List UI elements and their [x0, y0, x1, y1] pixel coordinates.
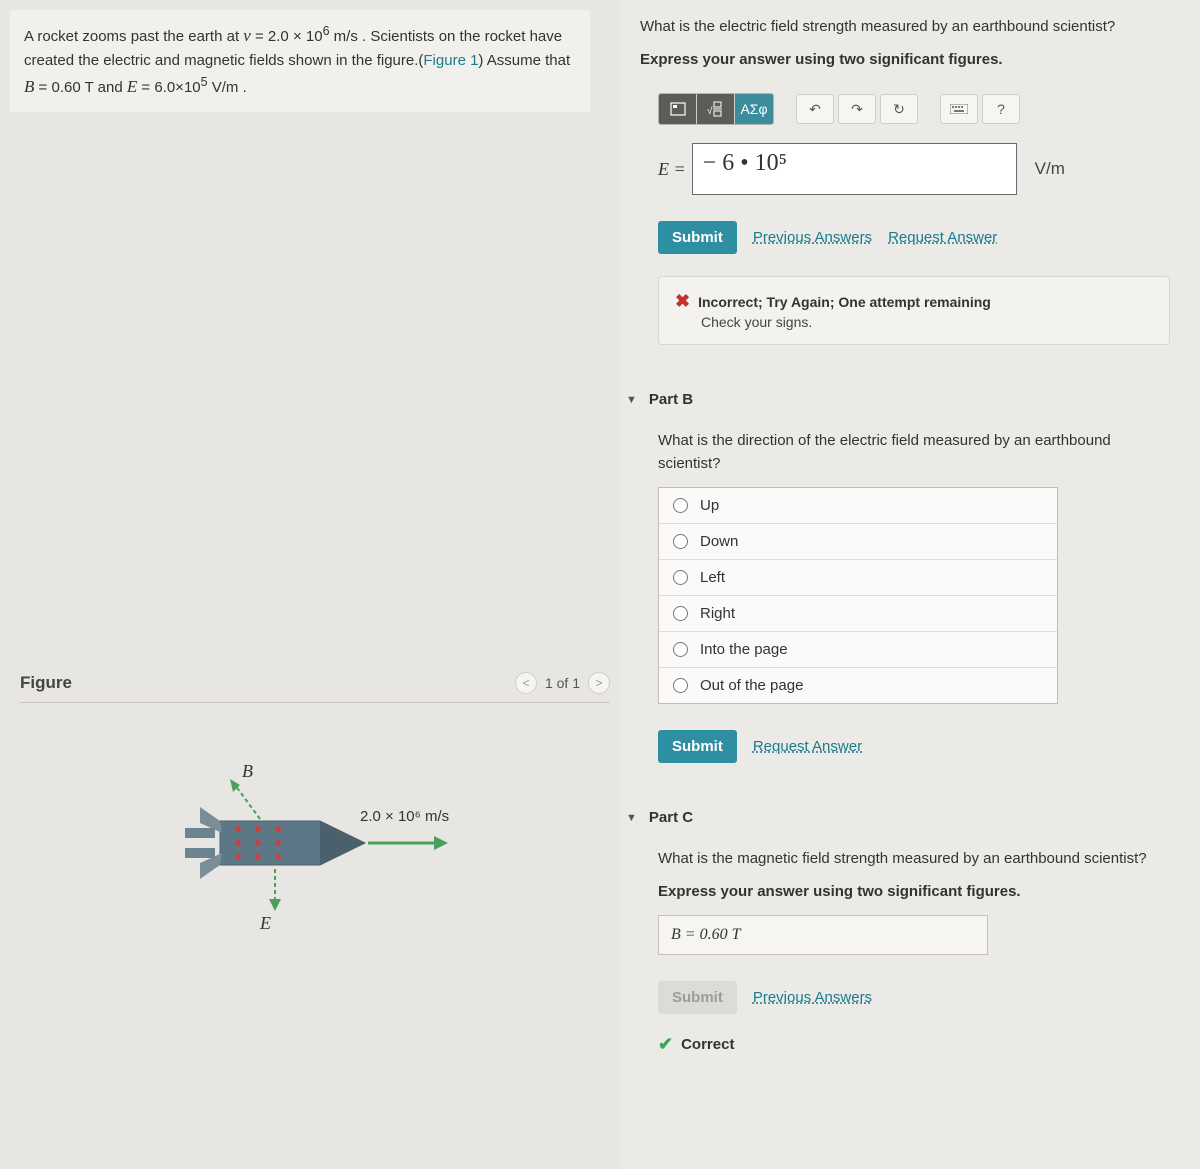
fraction-icon[interactable]: √ [697, 94, 735, 124]
partb-header[interactable]: ▼ Part B [626, 391, 1200, 408]
option-label: Into the page [700, 641, 788, 658]
keyboard-icon[interactable] [940, 94, 978, 124]
problem-statement: A rocket zooms past the earth at v = 2.0… [10, 10, 590, 112]
caret-icon: ▼ [626, 394, 637, 406]
greek-icon[interactable]: ΑΣφ [735, 94, 773, 124]
feedback-box: ✖ Incorrect; Try Again; One attempt remai… [658, 276, 1170, 345]
answer-input[interactable]: − 6 • 10⁵ [692, 143, 1017, 195]
partc-instruction: Express your answer using two significan… [658, 881, 1170, 904]
correct-row: ✔ Correct [658, 1034, 1200, 1055]
figure-title: Figure [20, 673, 72, 693]
option-radio[interactable] [673, 642, 688, 657]
previous-answers-link-a[interactable]: Previous Answers [753, 229, 872, 246]
option-label: Out of the page [700, 677, 803, 694]
figure-image: B E 2.0 × 10⁶ m/s [160, 743, 540, 943]
incorrect-icon: ✖ [675, 291, 690, 311]
option-label: Left [700, 569, 725, 586]
correct-label: Correct [681, 1036, 734, 1053]
check-icon: ✔ [658, 1034, 673, 1055]
reset-icon[interactable]: ↻ [880, 94, 918, 124]
left-column: A rocket zooms past the earth at v = 2.0… [0, 0, 620, 1169]
figure-section: Figure < 1 of 1 > [10, 672, 620, 943]
submit-button-c: Submit [658, 981, 737, 1014]
parta-instruction: Express your answer using two significan… [640, 49, 1170, 72]
partb-question: What is the direction of the electric fi… [658, 430, 1170, 475]
option-radio[interactable] [673, 534, 688, 549]
pager-next[interactable]: > [588, 672, 610, 694]
b-label: B [242, 761, 253, 781]
partc-title: Part C [649, 809, 693, 826]
previous-answers-link-c[interactable]: Previous Answers [753, 989, 872, 1006]
answer-unit: V/m [1035, 159, 1065, 179]
undo-icon[interactable]: ↶ [796, 94, 834, 124]
pager-prev[interactable]: < [515, 672, 537, 694]
partc-answer-text: B = 0.60 T [671, 926, 740, 943]
partb-title: Part B [649, 391, 693, 408]
option-out-of-the-page[interactable]: Out of the page [659, 668, 1057, 703]
feedback-sub: Check your signs. [701, 314, 1153, 330]
option-label: Up [700, 497, 719, 514]
request-answer-link-b[interactable]: Request Answer [753, 738, 862, 755]
figure-link[interactable]: Figure 1 [423, 52, 478, 69]
partc-answer: B = 0.60 T [658, 915, 988, 955]
partc-header[interactable]: ▼ Part C [626, 809, 1200, 826]
option-right[interactable]: Right [659, 596, 1057, 632]
option-label: Right [700, 605, 735, 622]
option-radio[interactable] [673, 606, 688, 621]
help-icon[interactable]: ? [982, 94, 1020, 124]
parta-question: What is the electric field strength meas… [640, 16, 1170, 39]
right-column: What is the electric field strength meas… [620, 0, 1200, 1169]
option-up[interactable]: Up [659, 488, 1057, 524]
answer-value: − 6 • 10⁵ [703, 150, 787, 176]
partc-question: What is the magnetic field strength meas… [658, 848, 1170, 871]
option-down[interactable]: Down [659, 524, 1057, 560]
option-label: Down [700, 533, 738, 550]
eq-label: E = [658, 159, 686, 180]
e-label: E [259, 913, 271, 933]
template-icon[interactable] [659, 94, 697, 124]
feedback-title: Incorrect; Try Again; One attempt remain… [698, 294, 991, 310]
pager-text: 1 of 1 [545, 675, 580, 691]
option-radio[interactable] [673, 498, 688, 513]
option-radio[interactable] [673, 570, 688, 585]
answer-toolbar: √ ΑΣφ ↶ ↷ ↻ ? [658, 93, 1200, 125]
caret-icon: ▼ [626, 812, 637, 824]
redo-icon[interactable]: ↷ [838, 94, 876, 124]
figure-pager: < 1 of 1 > [515, 672, 610, 694]
velocity-label: 2.0 × 10⁶ m/s [360, 808, 449, 825]
options-box: Up Down Left Right Into the page Out of the p… [658, 487, 1058, 704]
svg-text:√: √ [707, 105, 713, 117]
option-into-the-page[interactable]: Into the page [659, 632, 1057, 668]
option-radio[interactable] [673, 678, 688, 693]
option-left[interactable]: Left [659, 560, 1057, 596]
submit-button-b[interactable]: Submit [658, 730, 737, 763]
request-answer-link-a[interactable]: Request Answer [888, 229, 997, 246]
submit-button-a[interactable]: Submit [658, 221, 737, 254]
